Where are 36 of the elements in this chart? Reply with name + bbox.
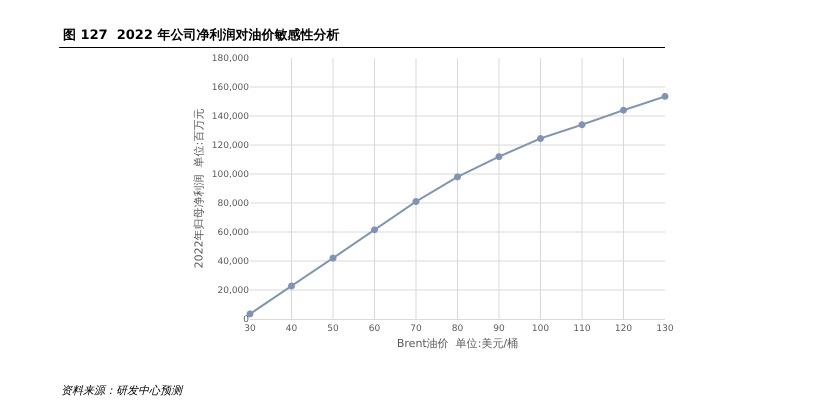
point (496, 153, 502, 160)
y-tick-label: 100,000 (212, 170, 250, 180)
x-tick-label: 40 (286, 324, 298, 334)
point (330, 254, 336, 262)
y-tick-label: 20,000 (218, 286, 250, 296)
y-tick-label: 40,000 (218, 257, 250, 268)
point (620, 106, 627, 114)
x-tick-label: 80 (452, 324, 464, 334)
point (412, 198, 420, 206)
x-axis-title: Brent油价 单位:美元/桶 (396, 337, 518, 350)
y-tick-label: 0 (243, 315, 250, 326)
x-tick-label: 90 (493, 324, 505, 334)
point (288, 282, 295, 290)
x-tick-label: 110 (573, 324, 591, 334)
point (246, 310, 254, 318)
y-tick-label: 80,000 (218, 199, 250, 210)
x-tick-label: 60 (368, 324, 380, 334)
x-tick-label: 70 (410, 324, 422, 334)
point (662, 92, 668, 100)
y-tick-label: 120,000 (212, 141, 250, 152)
y-tick-label: 180,000 (212, 54, 250, 64)
text: 资料来源：研发中心预测 (61, 384, 184, 397)
point (537, 134, 544, 142)
x-tick-label: 30 (244, 324, 256, 334)
y-axis-title: 2022年归母净利润 单位:百万元 (192, 108, 206, 268)
y-tick-label: 160,000 (212, 83, 250, 94)
y-tick-label: 60,000 (218, 228, 250, 238)
x-tick-label: 130 (656, 324, 674, 334)
x-tick-label: 100 (532, 324, 550, 334)
point (578, 121, 586, 128)
y-tick-label: 140,000 (212, 112, 250, 122)
chart-title: 图 127 2022 年公司净利润对油价敏感性分析 (63, 27, 340, 43)
point (454, 173, 461, 180)
x-tick-label: 120 (614, 324, 632, 334)
point (371, 226, 378, 234)
x-tick-label: 50 (327, 324, 339, 334)
